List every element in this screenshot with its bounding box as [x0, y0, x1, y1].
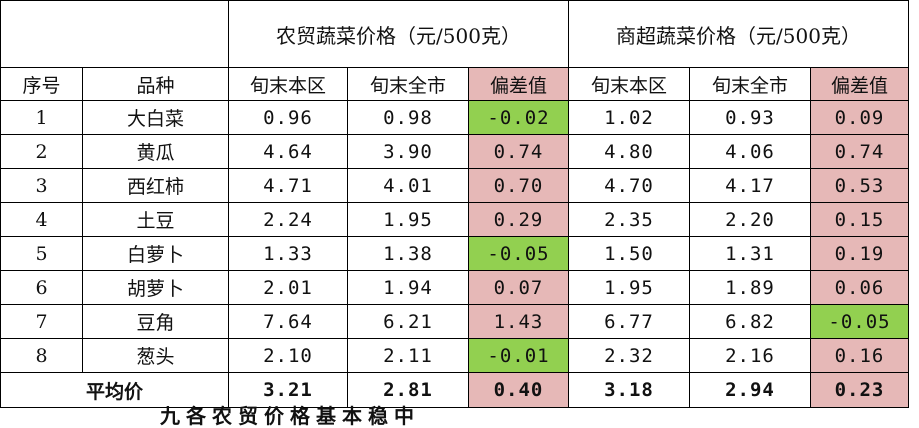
cell-farm-city: 0.98 [347, 100, 469, 135]
supermarket-group-header: 商超蔬菜价格（元/500克） [568, 0, 909, 68]
cell-super-city: 4.17 [689, 168, 811, 203]
cell-super-city: 6.82 [689, 304, 811, 339]
cell-farm-diff: 0.07 [468, 270, 569, 305]
cell-super-diff: 0.09 [810, 100, 909, 135]
cell-index: 3 [0, 168, 83, 203]
cell-variety: 大白菜 [82, 100, 229, 135]
table-row: 5 白萝卜 1.33 1.38 -0.05 1.50 1.31 0.19 [0, 236, 909, 271]
cell-super-local: 1.95 [568, 270, 690, 305]
cell-index: 5 [0, 236, 83, 271]
cell-farm-city: 1.38 [347, 236, 469, 271]
table-body: 1 大白菜 0.96 0.98 -0.02 1.02 0.93 0.09 2 黄瓜 4.64 3.90… [0, 100, 909, 373]
cell-farm-local: 2.10 [228, 338, 348, 373]
table-row: 2 黄瓜 4.64 3.90 0.74 4.80 4.06 0.74 [0, 134, 909, 169]
cell-super-local: 1.50 [568, 236, 690, 271]
average-farm-city: 2.81 [347, 372, 469, 408]
cell-farm-local: 0.96 [228, 100, 348, 135]
cell-variety: 黄瓜 [82, 134, 229, 169]
col-header-index: 序号 [0, 67, 83, 101]
cell-index: 8 [0, 338, 83, 373]
cell-farm-diff: -0.05 [468, 236, 569, 271]
cell-index: 2 [0, 134, 83, 169]
col-header-farm-diff: 偏差值 [468, 67, 569, 101]
cell-super-diff: 0.74 [810, 134, 909, 169]
cell-farm-city: 4.01 [347, 168, 469, 203]
col-header-super-diff: 偏差值 [810, 67, 909, 101]
cell-super-local: 6.77 [568, 304, 690, 339]
cell-farm-diff: -0.02 [468, 100, 569, 135]
cell-farm-diff: 0.74 [468, 134, 569, 169]
average-farm-diff: 0.40 [468, 372, 569, 408]
cell-farm-local: 2.01 [228, 270, 348, 305]
cell-variety: 土豆 [82, 202, 229, 237]
cell-farm-diff: -0.01 [468, 338, 569, 373]
cell-super-diff: 0.16 [810, 338, 909, 373]
cell-farm-local: 7.64 [228, 304, 348, 339]
cell-variety: 白萝卜 [82, 236, 229, 271]
col-header-super-city: 旬末全市 [689, 67, 811, 101]
average-super-city: 2.94 [689, 372, 811, 408]
cell-farm-diff: 0.29 [468, 202, 569, 237]
cell-super-diff: 0.53 [810, 168, 909, 203]
cell-farm-diff: 1.43 [468, 304, 569, 339]
cell-farm-local: 4.64 [228, 134, 348, 169]
table-row: 1 大白菜 0.96 0.98 -0.02 1.02 0.93 0.09 [0, 100, 909, 135]
cell-farm-diff: 0.70 [468, 168, 569, 203]
cell-super-diff: -0.05 [810, 304, 909, 339]
cell-super-diff: 0.15 [810, 202, 909, 237]
vegetable-price-table: 农贸蔬菜价格（元/500克） 商超蔬菜价格（元/500克） 序号 品种 旬末本区… [0, 0, 909, 408]
col-header-super-local: 旬末本区 [568, 67, 690, 101]
table-row: 6 胡萝卜 2.01 1.94 0.07 1.95 1.89 0.06 [0, 270, 909, 305]
table-row: 4 土豆 2.24 1.95 0.29 2.35 2.20 0.15 [0, 202, 909, 237]
group-header-row: 农贸蔬菜价格（元/500克） 商超蔬菜价格（元/500克） [0, 0, 909, 68]
col-header-farm-local: 旬末本区 [228, 67, 348, 101]
empty-corner-cell [0, 0, 229, 68]
cell-variety: 西红柿 [82, 168, 229, 203]
cell-farm-local: 1.33 [228, 236, 348, 271]
cell-super-local: 2.35 [568, 202, 690, 237]
cell-index: 7 [0, 304, 83, 339]
cell-farm-city: 2.11 [347, 338, 469, 373]
cell-super-diff: 0.06 [810, 270, 909, 305]
cell-super-city: 2.16 [689, 338, 811, 373]
cell-index: 4 [0, 202, 83, 237]
cell-super-local: 2.32 [568, 338, 690, 373]
cell-super-city: 1.31 [689, 236, 811, 271]
cell-super-city: 0.93 [689, 100, 811, 135]
cell-farm-city: 6.21 [347, 304, 469, 339]
cell-super-city: 4.06 [689, 134, 811, 169]
average-super-local: 3.18 [568, 372, 690, 408]
cell-super-local: 4.80 [568, 134, 690, 169]
table-row: 8 葱头 2.10 2.11 -0.01 2.32 2.16 0.16 [0, 338, 909, 373]
cell-super-diff: 0.19 [810, 236, 909, 271]
farm-market-group-header: 农贸蔬菜价格（元/500克） [228, 0, 569, 68]
cell-variety: 胡萝卜 [82, 270, 229, 305]
column-header-row: 序号 品种 旬末本区 旬末全市 偏差值 旬末本区 旬末全市 偏差值 [0, 67, 909, 101]
average-label: 平均价 [0, 372, 229, 408]
cell-index: 6 [0, 270, 83, 305]
cell-super-city: 2.20 [689, 202, 811, 237]
cell-index: 1 [0, 100, 83, 135]
clipped-text-line: 九各农贸价格基本稳中 [160, 404, 420, 428]
cell-super-local: 4.70 [568, 168, 690, 203]
table-row: 3 西红柿 4.71 4.01 0.70 4.70 4.17 0.53 [0, 168, 909, 203]
cell-variety: 葱头 [82, 338, 229, 373]
average-row: 平均价 3.21 2.81 0.40 3.18 2.94 0.23 [0, 372, 909, 408]
cell-super-city: 1.89 [689, 270, 811, 305]
cell-farm-local: 4.71 [228, 168, 348, 203]
cell-super-local: 1.02 [568, 100, 690, 135]
col-header-variety: 品种 [82, 67, 229, 101]
cell-variety: 豆角 [82, 304, 229, 339]
cell-farm-city: 1.94 [347, 270, 469, 305]
cell-farm-local: 2.24 [228, 202, 348, 237]
average-farm-local: 3.21 [228, 372, 348, 408]
average-super-diff: 0.23 [810, 372, 909, 408]
col-header-farm-city: 旬末全市 [347, 67, 469, 101]
table-row: 7 豆角 7.64 6.21 1.43 6.77 6.82 -0.05 [0, 304, 909, 339]
cell-farm-city: 1.95 [347, 202, 469, 237]
cell-farm-city: 3.90 [347, 134, 469, 169]
